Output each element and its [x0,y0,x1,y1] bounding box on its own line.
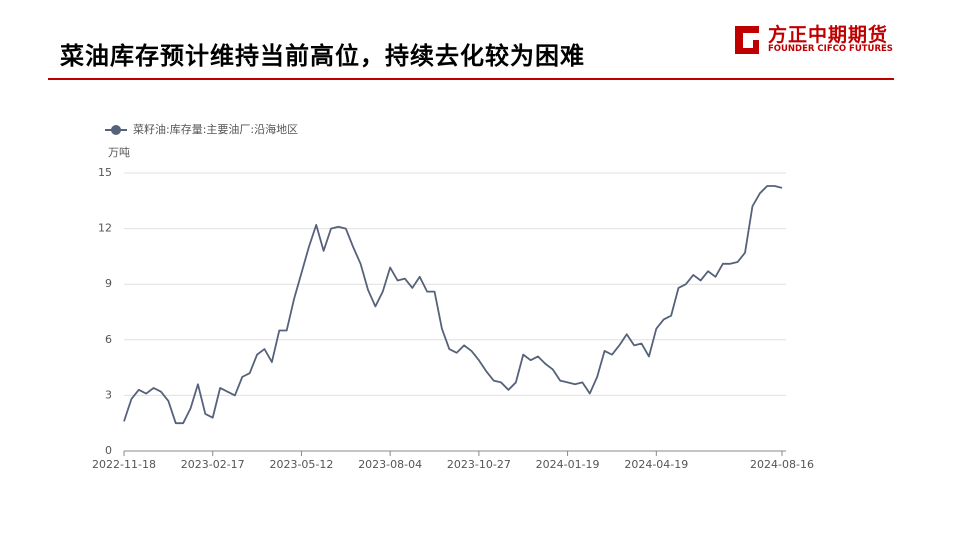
series-line [123,185,783,425]
y-tick-label: 6 [105,333,112,346]
x-tick-label: 2024-08-16 [750,458,814,471]
y-unit: 万吨 [108,146,130,159]
x-tick-label: 2023-05-12 [269,458,333,471]
x-tick-label: 2023-10-27 [447,458,511,471]
legend-marker [111,125,121,135]
x-tick-label: 2024-04-19 [624,458,688,471]
logo-icon [735,26,759,54]
x-tick-label: 2022-11-18 [92,458,156,471]
logo-subtext: FOUNDER CIFCO FUTURES [768,44,893,54]
slide-title: 菜油库存预计维持当前高位，持续去化较为困难 [60,41,585,70]
logo-text: 方正中期期货 [768,24,889,46]
x-tick-label: 2023-08-04 [358,458,422,471]
y-tick-label: 0 [105,444,112,457]
legend-label: 菜籽油:库存量:主要油厂:沿海地区 [133,122,298,136]
title-rule [48,78,894,80]
y-tick-label: 3 [105,388,112,401]
x-tick-label: 2023-02-17 [181,458,245,471]
y-tick-label: 12 [98,222,112,235]
x-tick-label: 2024-01-19 [536,458,600,471]
y-tick-label: 9 [105,277,112,290]
y-tick-label: 15 [98,166,112,179]
